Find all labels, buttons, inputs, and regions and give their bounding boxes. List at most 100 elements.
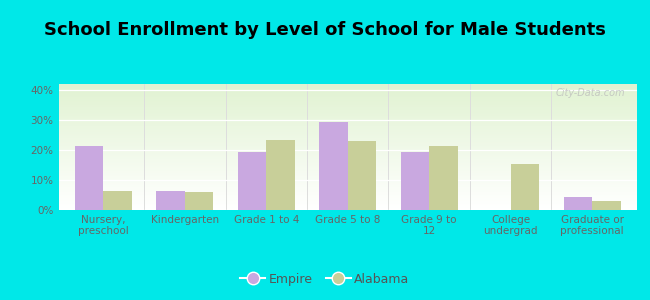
Bar	[58, 152, 637, 153]
Bar	[58, 130, 637, 131]
Bar	[58, 165, 637, 166]
Bar	[58, 188, 637, 189]
Bar	[58, 192, 637, 193]
Bar	[75, 146, 103, 210]
Bar	[58, 99, 637, 100]
Bar	[58, 186, 637, 187]
Bar	[58, 202, 637, 203]
Bar	[58, 203, 637, 204]
Bar	[58, 160, 637, 161]
Bar	[58, 118, 637, 119]
Bar	[58, 162, 637, 163]
Bar	[185, 192, 213, 210]
Bar	[58, 207, 637, 208]
Bar	[58, 200, 637, 201]
Bar	[58, 88, 637, 89]
Bar	[58, 94, 637, 95]
Bar	[58, 90, 637, 91]
Bar	[58, 172, 637, 173]
Bar	[58, 173, 637, 174]
Bar	[58, 191, 637, 192]
Bar	[58, 138, 637, 139]
Bar	[58, 175, 637, 176]
Bar	[58, 179, 637, 180]
Bar	[58, 145, 637, 146]
Bar	[58, 106, 637, 107]
Bar	[58, 100, 637, 101]
Bar	[58, 184, 637, 185]
Bar	[58, 199, 637, 200]
Bar	[58, 123, 637, 124]
Bar	[238, 152, 266, 210]
Bar	[58, 87, 637, 88]
Bar	[58, 85, 637, 86]
Bar	[58, 89, 637, 90]
Bar	[58, 126, 637, 127]
Bar	[58, 155, 637, 156]
Bar	[58, 208, 637, 209]
Bar	[58, 150, 637, 151]
Bar	[58, 112, 637, 113]
Bar	[58, 169, 637, 170]
Bar	[58, 120, 637, 121]
Bar	[58, 116, 637, 117]
Bar	[58, 206, 637, 207]
Bar	[58, 166, 637, 167]
Bar	[58, 98, 637, 99]
Bar	[58, 182, 637, 183]
Bar	[58, 108, 637, 109]
Bar	[58, 132, 637, 133]
Bar	[58, 141, 637, 142]
Bar	[58, 136, 637, 137]
Bar	[58, 92, 637, 93]
Bar	[58, 170, 637, 171]
Bar	[58, 110, 637, 111]
Bar	[266, 140, 295, 210]
Bar	[58, 131, 637, 132]
Bar	[58, 114, 637, 115]
Bar	[58, 97, 637, 98]
Bar	[58, 139, 637, 140]
Text: School Enrollment by Level of School for Male Students: School Enrollment by Level of School for…	[44, 21, 606, 39]
Bar	[58, 171, 637, 172]
Bar	[58, 84, 637, 85]
Bar	[58, 117, 637, 118]
Bar	[592, 201, 621, 210]
Bar	[58, 153, 637, 154]
Bar	[156, 190, 185, 210]
Bar	[58, 134, 637, 135]
Bar	[58, 209, 637, 210]
Bar	[58, 102, 637, 103]
Bar	[58, 196, 637, 197]
Bar	[58, 137, 637, 138]
Bar	[58, 135, 637, 136]
Bar	[58, 201, 637, 202]
Bar	[58, 86, 637, 87]
Bar	[564, 196, 592, 210]
Legend: Empire, Alabama: Empire, Alabama	[235, 268, 415, 291]
Bar	[58, 177, 637, 178]
Bar	[400, 152, 429, 210]
Bar	[58, 198, 637, 199]
Bar	[58, 174, 637, 175]
Bar	[348, 141, 376, 210]
Bar	[58, 125, 637, 126]
Bar	[58, 133, 637, 134]
Bar	[58, 187, 637, 188]
Bar	[58, 122, 637, 123]
Bar	[58, 101, 637, 102]
Bar	[58, 151, 637, 152]
Text: City-Data.com: City-Data.com	[556, 88, 625, 98]
Bar	[58, 113, 637, 114]
Bar	[58, 161, 637, 162]
Bar	[511, 164, 540, 210]
Bar	[58, 149, 637, 150]
Bar	[58, 111, 637, 112]
Bar	[58, 128, 637, 129]
Bar	[58, 148, 637, 149]
Bar	[58, 178, 637, 179]
Bar	[58, 159, 637, 160]
Bar	[58, 104, 637, 105]
Bar	[429, 146, 458, 210]
Bar	[58, 189, 637, 190]
